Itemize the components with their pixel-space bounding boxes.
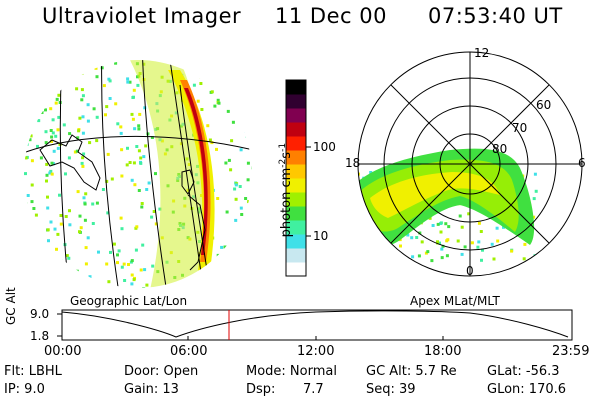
dsp-label: Dsp: xyxy=(246,382,276,397)
instrument-title: Ultraviolet Imager xyxy=(42,4,242,28)
mlt-label-0: 0 xyxy=(466,264,474,278)
glon-info: GLon: 170.6 xyxy=(487,382,567,397)
colorbar-swatch xyxy=(286,192,306,207)
colorbar-swatch xyxy=(286,234,306,249)
gc-alt-info: GC Alt: 5.7 Re xyxy=(366,364,457,379)
colorbar-swatch xyxy=(286,136,306,151)
coastline-australia xyxy=(39,134,101,191)
colorbar-swatch xyxy=(286,248,306,263)
auroral-band-core xyxy=(184,88,208,255)
mlt-label-6: 6 xyxy=(578,156,586,170)
mode-info: Mode: Normal xyxy=(246,364,337,379)
colorbar-tick-10: 10 xyxy=(313,229,329,243)
colorbar-swatch xyxy=(286,220,306,235)
seq-info: Seq: 39 xyxy=(366,382,416,397)
colorbar-swatch xyxy=(286,164,306,179)
colorbar-swatch xyxy=(286,108,306,123)
glat-info: GLat: -56.3 xyxy=(487,364,560,379)
date-label: 11 Dec 00 xyxy=(275,4,387,28)
longitude-line-3 xyxy=(141,60,169,288)
left-panel-caption: Geographic Lat/Lon xyxy=(70,294,188,308)
auroral-oval-bright xyxy=(370,172,500,218)
timeline-x-tick-1200: 12:00 xyxy=(297,344,335,359)
filter-info: Flt: LBHL xyxy=(4,364,62,379)
colorbar-swatch xyxy=(286,122,306,137)
mlt-label-18: 18 xyxy=(345,156,361,170)
altitude-curve xyxy=(61,310,569,338)
timeline-x-tick-2359: 23:59 xyxy=(552,344,590,359)
colorbar-unit-label: photon cm-2s-1 xyxy=(277,142,295,238)
timeline-x-tick-0600: 06:00 xyxy=(170,344,208,359)
longitude-line-5 xyxy=(179,84,211,288)
latitude-line xyxy=(24,135,252,159)
mlt-label-12: 12 xyxy=(474,46,490,60)
colorbar xyxy=(285,79,311,277)
colorbar-swatch xyxy=(286,150,306,165)
time-label: 07:53:40 UT xyxy=(428,4,563,28)
geographic-image xyxy=(24,60,252,288)
mlat-label-70: 70 xyxy=(512,121,528,135)
timeline-y-tick-high: 9.0 xyxy=(30,307,50,321)
longitude-line-2 xyxy=(101,60,121,288)
colorbar-swatch xyxy=(286,94,306,109)
altitude-timeline xyxy=(57,309,573,341)
right-panel-caption: Apex MLat/MLT xyxy=(410,294,500,308)
colorbar-swatch xyxy=(286,262,306,277)
coastline-island xyxy=(181,169,195,195)
colorbar-swatch xyxy=(286,206,306,221)
polar-image xyxy=(357,51,583,277)
door-info: Door: Open xyxy=(124,364,199,379)
dsp-value: 7.7 xyxy=(303,382,324,397)
timeline-x-tick-0000: 00:00 xyxy=(44,344,82,359)
colorbar-swatch xyxy=(286,80,306,95)
timeline-x-tick-1800: 18:00 xyxy=(424,344,462,359)
colorbar-tick-100: 100 xyxy=(313,140,336,154)
colorbar-swatch xyxy=(286,178,306,193)
timeline-y-tick-low: 1.8 xyxy=(30,329,50,343)
ip-info: IP: 9.0 xyxy=(4,382,45,397)
mlat-label-60: 60 xyxy=(536,98,552,112)
mlat-label-80: 80 xyxy=(492,142,508,156)
gain-info: Gain: 13 xyxy=(124,382,179,397)
longitude-line-4 xyxy=(169,60,206,288)
timeline-y-axis-label: GC Alt xyxy=(4,287,18,325)
